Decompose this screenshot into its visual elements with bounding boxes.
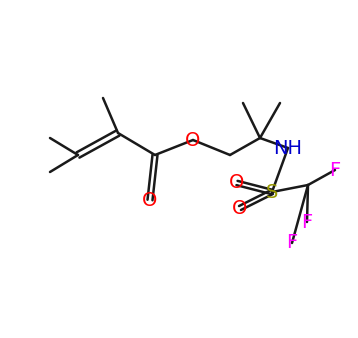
Text: F: F (286, 234, 297, 252)
Text: O: O (142, 191, 158, 210)
Text: O: O (185, 130, 201, 149)
Text: NH: NH (274, 139, 303, 158)
Text: S: S (266, 183, 278, 201)
Text: O: O (232, 198, 248, 217)
Text: F: F (329, 161, 340, 179)
Text: F: F (301, 213, 313, 232)
Text: O: O (229, 173, 245, 193)
